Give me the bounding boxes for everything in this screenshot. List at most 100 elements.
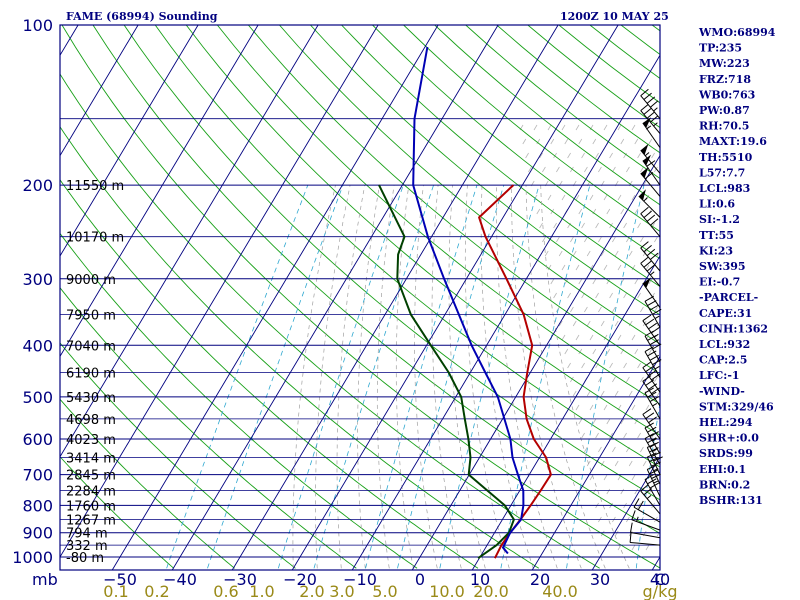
- isotherm-line: [111, 25, 439, 570]
- height-label: 2284 m: [66, 485, 116, 500]
- wind-barb-half-flag: [646, 495, 652, 499]
- wind-barb-flag: [644, 346, 654, 353]
- wind-barb-half-flag: [654, 365, 660, 370]
- mixing-ratio-line: [313, 184, 434, 569]
- mixing-ratio-tick-label: 40.0: [542, 582, 578, 600]
- wind-barb-flag: [644, 295, 654, 302]
- wind-barb: [630, 522, 661, 539]
- pressure-tick-label: 300: [22, 270, 53, 289]
- wind-barb-shaft: [644, 479, 661, 506]
- wind-barb-pennant: [638, 189, 646, 201]
- index-entry: FRZ:718: [699, 73, 751, 86]
- dry-adiabat-line: [372, 25, 660, 260]
- dry-adiabat-line: [60, 232, 418, 569]
- temperature-tick-label: −30: [223, 570, 257, 589]
- index-entry: KI:23: [699, 244, 733, 257]
- moist-adiabat-lines: [645, 124, 660, 187]
- index-entry: EI:-0.7: [699, 276, 740, 289]
- wind-barb-half-flag: [653, 480, 659, 484]
- wind-barb-flag: [649, 482, 659, 489]
- wind-barb: [640, 143, 661, 174]
- wind-barb-pennant: [640, 167, 649, 178]
- height-label: 5430 m: [66, 391, 116, 406]
- wind-barb-flag: [629, 532, 632, 543]
- wind-barb: [642, 277, 661, 308]
- index-entry: EHI:0.1: [699, 463, 746, 476]
- mixing-ratio-line: [500, 184, 591, 569]
- wind-barb-shaft: [630, 532, 661, 539]
- mixing-ratio-line: [166, 184, 309, 569]
- index-entry: HEL:294: [699, 416, 753, 429]
- index-entry: CAPE:31: [699, 307, 752, 320]
- chart-title: FAME (68994) Sounding: [66, 10, 218, 23]
- height-label: 7950 m: [66, 308, 116, 323]
- wind-barb-half-flag: [650, 271, 655, 276]
- height-label: 2845 m: [66, 469, 116, 484]
- pressure-tick-label: 200: [22, 176, 53, 195]
- height-label: 4698 m: [66, 413, 116, 428]
- pressure-tick-label: 800: [22, 496, 53, 515]
- mixing-ratio-tick-label: 20.0: [473, 582, 509, 600]
- wind-barb-pennant: [642, 154, 651, 166]
- wind-barb-flag: [652, 359, 662, 366]
- temperature-tick-label: 20: [530, 570, 550, 589]
- wind-barb-shaft: [630, 542, 661, 546]
- wind-barb: [642, 375, 661, 407]
- index-entry: SRDS:99: [699, 447, 753, 460]
- isotherm-line: [471, 255, 660, 570]
- wind-barb: [640, 241, 661, 272]
- wind-barb: [646, 464, 661, 497]
- temperature-tick-label: 10: [470, 570, 490, 589]
- mixing-ratio-tick-label: 5.0: [372, 582, 397, 600]
- dry-adiabat-line: [185, 25, 660, 436]
- pressure-tick-label: 900: [22, 524, 53, 543]
- wind-barb: [640, 206, 661, 238]
- pressure-tick-label: 600: [22, 430, 53, 449]
- moist-adiabat-line: [496, 185, 558, 569]
- dry-adiabat-line: [60, 456, 175, 569]
- wind-barb-flag: [643, 245, 652, 253]
- wind-barb-flag: [651, 451, 661, 457]
- wind-barb-flag: [647, 464, 657, 470]
- index-entry: L57:7.7: [699, 166, 745, 179]
- wind-barb: [644, 422, 661, 455]
- height-label: 3414 m: [66, 452, 116, 467]
- wind-barb-half-flag: [652, 437, 658, 442]
- mixing-ratio-tick-label: 2.0: [299, 582, 324, 600]
- dry-adiabat-line: [279, 25, 660, 345]
- moist-adiabat-line: [376, 185, 395, 569]
- index-entry: TT:55: [699, 229, 734, 242]
- index-entry: -WIND-: [699, 385, 745, 398]
- wind-barb-flag: [650, 100, 659, 108]
- wind-barb: [631, 510, 661, 531]
- wind-barb: [642, 154, 661, 186]
- wind-barb-flag: [649, 431, 659, 438]
- wind-barb: [640, 88, 661, 120]
- moist-adiabat-lines: [631, 124, 660, 257]
- index-entry: SI:-1.2: [699, 213, 740, 226]
- wind-barb-flag: [652, 308, 662, 315]
- wind-barb-flag: [647, 391, 657, 398]
- isotherm-line: [60, 25, 379, 558]
- wind-barb: [644, 433, 661, 465]
- wind-barb-flag: [649, 469, 659, 475]
- wind-barb-flag: [647, 426, 657, 433]
- wind-barb: [642, 408, 661, 440]
- chart-time: 1200Z 10 MAY 25: [560, 10, 669, 23]
- wind-barb-flag: [649, 354, 659, 361]
- wind-barb: [644, 295, 662, 328]
- pressure-tick-label: 700: [22, 466, 53, 485]
- moist-adiabat-line: [431, 185, 462, 569]
- index-entry: MW:223: [699, 57, 750, 70]
- wind-barb-flag: [631, 510, 636, 520]
- wind-barb-half-flag: [652, 448, 658, 452]
- wind-barb-flag: [644, 474, 654, 480]
- dry-adiabat-line: [60, 179, 479, 569]
- wind-barb-flag: [643, 210, 652, 218]
- wind-barb-half-flag: [653, 107, 658, 112]
- wind-barb-shaft: [640, 95, 661, 120]
- wind-barb-half-flag: [653, 468, 659, 472]
- isotherm-line: [531, 355, 660, 570]
- wind-barb-flag: [648, 369, 657, 377]
- wind-barb-flag: [637, 500, 644, 510]
